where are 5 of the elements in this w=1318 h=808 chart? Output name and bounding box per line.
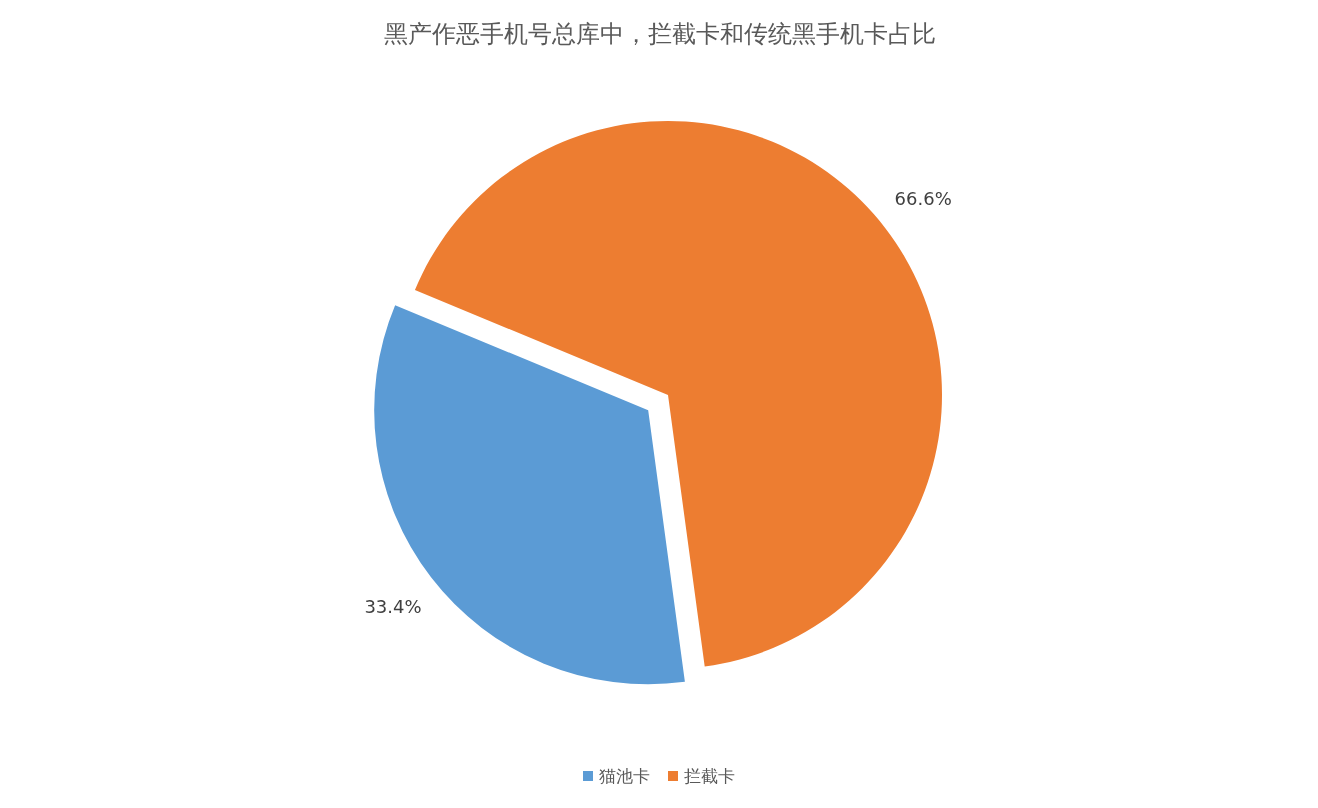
chart-title: 黑产作恶手机号总库中，拦截卡和传统黑手机卡占比 bbox=[384, 20, 936, 48]
data-label: 33.4% bbox=[364, 596, 422, 618]
legend-label: 猫池卡 bbox=[599, 766, 650, 786]
legend-label: 拦截卡 bbox=[684, 766, 735, 786]
data-label: 66.6% bbox=[894, 188, 952, 210]
